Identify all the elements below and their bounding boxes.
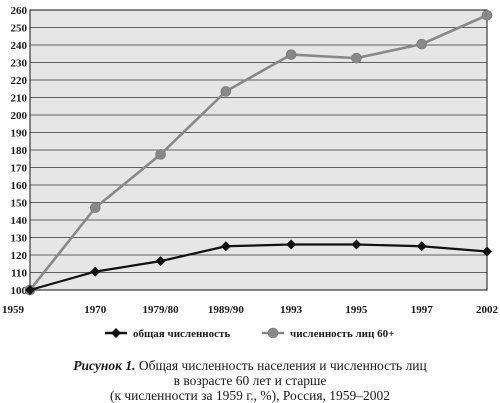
y-tick-label: 200 bbox=[11, 110, 28, 122]
legend-swatch-marker bbox=[111, 328, 121, 338]
x-tick-label: 1979/80 bbox=[143, 304, 180, 316]
y-tick-label: 180 bbox=[11, 145, 28, 157]
y-tick-label: 130 bbox=[11, 233, 28, 245]
y-tick-label: 230 bbox=[11, 58, 28, 70]
data-point bbox=[285, 49, 297, 60]
y-tick-label: 190 bbox=[11, 128, 28, 140]
y-tick-label: 210 bbox=[11, 93, 28, 105]
data-point bbox=[220, 86, 232, 97]
data-point bbox=[90, 266, 101, 277]
y-tick-label: 160 bbox=[11, 180, 28, 192]
series-lines bbox=[24, 9, 493, 296]
data-point bbox=[89, 202, 101, 214]
gridlines bbox=[30, 27, 487, 273]
data-point bbox=[416, 38, 428, 50]
data-point bbox=[155, 149, 166, 160]
y-tick-label: 260 bbox=[11, 5, 28, 17]
series-line bbox=[29, 243, 488, 292]
y-tick-label: 100 bbox=[11, 285, 28, 297]
data-point bbox=[286, 239, 297, 250]
caption-line-2: в возрасте 60 лет и старше bbox=[173, 373, 327, 388]
data-point bbox=[416, 241, 427, 252]
legend-label: численность лиц 60+ bbox=[290, 328, 394, 340]
caption-title-1: Общая численность населения и численност… bbox=[138, 358, 427, 373]
x-tick-label: 1995 bbox=[345, 304, 368, 316]
line-chart: 100 110 120 130 140 150 160 170 180 190 200 210 220 2… bbox=[2, 5, 499, 340]
figure-caption: Рисунок 1. Общая численность населения и… bbox=[0, 358, 500, 403]
y-tick-label: 240 bbox=[11, 40, 28, 52]
data-point bbox=[25, 285, 35, 295]
x-axis-tick-labels: 1959 1970 1979/80 1989/90 1993 1995 1997 2002 bbox=[2, 304, 499, 316]
legend: общая численность численность лиц 60+ bbox=[105, 327, 394, 340]
y-tick-label: 110 bbox=[11, 268, 27, 280]
series-line bbox=[28, 14, 488, 291]
y-tick-label: 120 bbox=[11, 250, 28, 262]
x-tick-label: 1989/90 bbox=[208, 304, 245, 316]
caption-line-1: Рисунок 1. Общая численность населения и… bbox=[0, 358, 500, 373]
x-tick-label: 1997 bbox=[411, 304, 434, 316]
x-tick-label: 2002 bbox=[476, 304, 499, 316]
y-tick-label: 250 bbox=[11, 23, 28, 35]
legend-swatch-marker bbox=[267, 327, 279, 339]
data-point bbox=[351, 52, 362, 64]
series-total-population bbox=[25, 239, 492, 295]
x-tick-label: 1959 bbox=[2, 304, 25, 316]
data-point bbox=[481, 9, 493, 21]
y-tick-label: 220 bbox=[11, 75, 28, 87]
data-point bbox=[220, 241, 231, 252]
caption-lead: Рисунок 1. bbox=[73, 358, 136, 373]
x-tick-label: 1993 bbox=[280, 304, 303, 316]
caption-line-3: (к численности за 1959 г., %), Россия, 1… bbox=[109, 388, 391, 403]
y-tick-label: 150 bbox=[11, 198, 28, 210]
y-tick-label: 140 bbox=[11, 215, 28, 227]
data-point bbox=[482, 246, 492, 257]
legend-label: общая численность bbox=[133, 328, 230, 340]
data-point bbox=[351, 239, 362, 250]
data-point bbox=[155, 256, 166, 267]
y-axis-tick-labels: 100 110 120 130 140 150 160 170 180 190 200 210 220 2… bbox=[11, 5, 28, 297]
x-tick-label: 1970 bbox=[84, 304, 107, 316]
y-tick-label: 170 bbox=[11, 163, 28, 175]
